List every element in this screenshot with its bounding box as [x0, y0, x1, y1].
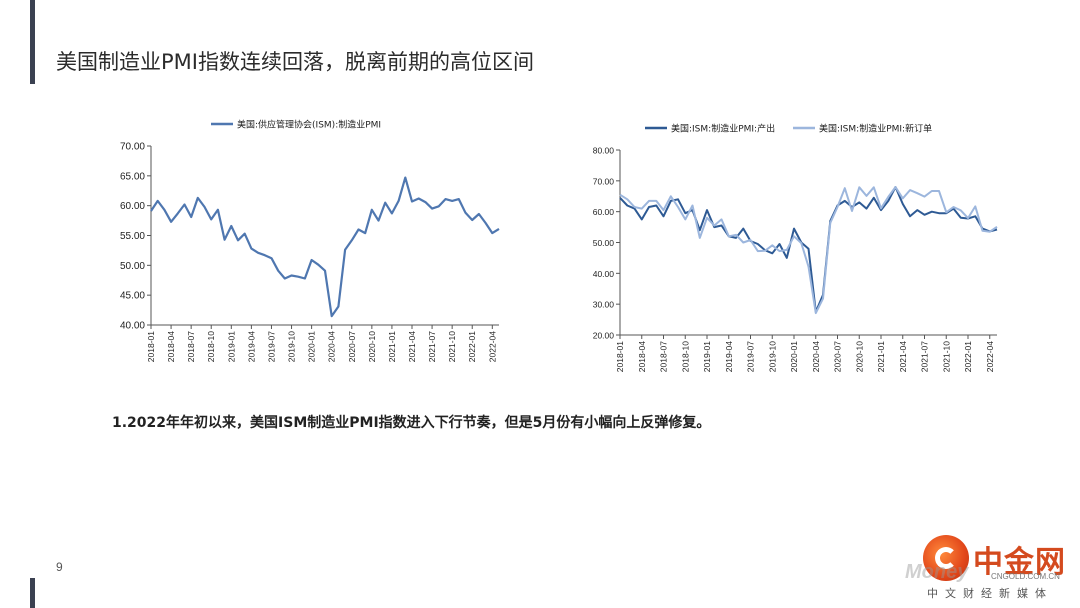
- x-tick-label: 2022-01: [467, 331, 477, 362]
- y-tick-label: 60.00: [120, 201, 145, 212]
- legend-label-1: 美国:供应管理协会(ISM):制造业PMI: [237, 119, 381, 131]
- x-tick-label: 2020-01: [789, 341, 799, 372]
- logo-slogan: 中文财经新媒体: [927, 587, 1053, 600]
- x-tick-label: 2022-01: [963, 341, 973, 372]
- x-tick-label: 2021-10: [447, 331, 457, 362]
- y-tick-label: 40.00: [593, 269, 615, 279]
- x-tick-label: 2020-07: [833, 341, 843, 372]
- y-tick-label: 20.00: [593, 331, 615, 341]
- x-tick-label: 2019-10: [767, 341, 777, 372]
- x-tick-label: 2021-07: [920, 341, 930, 372]
- series-line-2: [619, 186, 998, 315]
- x-tick-label: 2018-07: [659, 341, 669, 372]
- x-tick-label: 2021-04: [407, 331, 417, 362]
- x-tick-label: 2019-04: [246, 331, 256, 362]
- y-tick-label: 60.00: [593, 207, 615, 217]
- x-tick-label: 2018-10: [206, 331, 216, 362]
- x-tick-label: 2020-10: [367, 331, 377, 362]
- x-tick-label: 2019-01: [226, 331, 236, 362]
- x-tick-label: 2019-07: [266, 331, 276, 362]
- x-tick-label: 2021-10: [941, 341, 951, 372]
- y-tick-label: 30.00: [593, 300, 615, 310]
- x-tick-label: 2018-04: [637, 341, 647, 372]
- y-tick-label: 80.00: [593, 146, 615, 156]
- legend-label-2: 美国:ISM:制造业PMI:新订单: [819, 123, 932, 135]
- logo-watermark: Money: [905, 561, 969, 583]
- pmi-chart: 40.00 45.00 50.00 55.00 60.00 65.00 70.00 2018-…: [120, 119, 500, 362]
- x-tick-label: 2018-01: [615, 341, 625, 372]
- x-tick-label: 2022-04: [487, 331, 497, 362]
- y-tick-label: 45.00: [120, 291, 145, 302]
- x-tick-label: 2021-01: [387, 331, 397, 362]
- logo-site: CNGOLD.COM.CN: [991, 572, 1060, 581]
- y-tick-label: 70.00: [120, 142, 145, 153]
- left-accent-bar-bottom: [30, 578, 35, 608]
- x-tick-label: 2020-10: [854, 341, 864, 372]
- x-tick-label: 2022-04: [985, 341, 995, 372]
- y-tick-label: 70.00: [593, 176, 615, 186]
- x-tick-label: 2019-01: [702, 341, 712, 372]
- y-tick-label: 50.00: [593, 238, 615, 248]
- cngold-logo: Money 中金网 CNGOLD.COM.CN 中文财经新媒体: [905, 535, 1075, 605]
- x-tick-label: 2018-04: [166, 331, 176, 362]
- x-tick-label: 2020-07: [347, 331, 357, 362]
- x-tick-label: 2018-07: [186, 331, 196, 362]
- x-tick-label: 2020-04: [811, 341, 821, 372]
- left-accent-bar-top: [30, 0, 35, 84]
- x-tick-label: 2019-10: [287, 331, 297, 362]
- legend-label-1: 美国:ISM:制造业PMI:产出: [671, 123, 775, 135]
- x-tick-label: 2018-01: [146, 331, 156, 362]
- x-tick-label: 2021-01: [876, 341, 886, 372]
- slide-title: 美国制造业PMI指数连续回落，脱离前期的高位区间: [56, 50, 534, 74]
- logo-name: 中金网: [973, 545, 1066, 580]
- y-tick-label: 65.00: [120, 171, 145, 182]
- x-tick-label: 2021-04: [898, 341, 908, 372]
- logo-swirl-icon: [935, 547, 957, 569]
- series-line-1: [150, 176, 500, 318]
- x-tick-label: 2019-04: [724, 341, 734, 372]
- pmi-output-orders-chart: 20.00 30.00 40.00 50.00 60.00 70.00 80.00 2018-…: [593, 123, 998, 372]
- x-tick-label: 2020-01: [307, 331, 317, 362]
- series-line-1: [619, 186, 998, 313]
- y-tick-label: 50.00: [120, 261, 145, 272]
- x-tick-label: 2019-07: [746, 341, 756, 372]
- x-tick-label: 2018-10: [680, 341, 690, 372]
- y-tick-label: 55.00: [120, 231, 145, 242]
- summary-note: 1.2022年年初以来，美国ISM制造业PMI指数进入下行节奏，但是5月份有小幅…: [112, 415, 711, 431]
- x-tick-label: 2021-07: [427, 331, 437, 362]
- page-number: 9: [56, 560, 63, 574]
- y-tick-label: 40.00: [120, 321, 145, 332]
- x-tick-label: 2020-04: [327, 331, 337, 362]
